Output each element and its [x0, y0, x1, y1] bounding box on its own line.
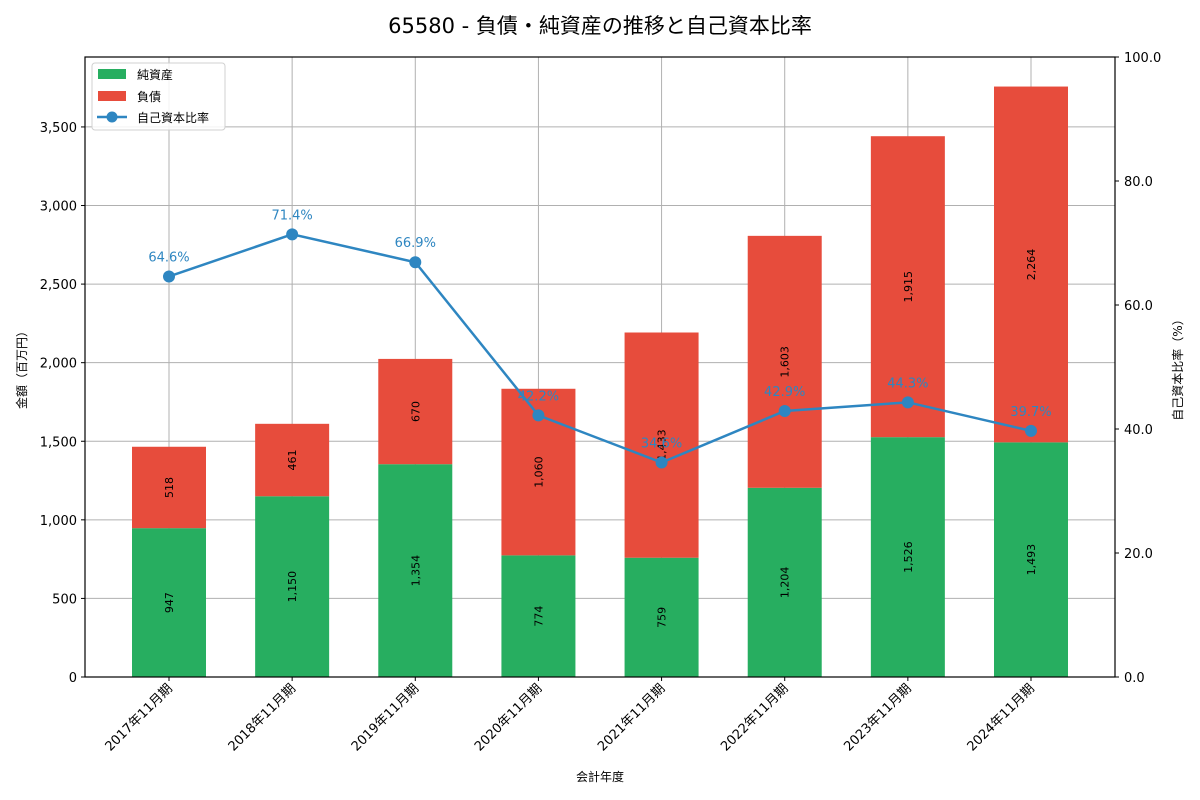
bar-value-label: 759: [656, 607, 669, 628]
equity-ratio-label: 39.7%: [1010, 405, 1051, 420]
x-tick-label: 2019年11月期: [349, 681, 422, 754]
y2-tick-label: 0.0: [1124, 671, 1145, 686]
y-tick-label: 3,000: [40, 200, 77, 215]
bar-series: [132, 86, 1068, 677]
bar-value-label: 1,354: [409, 555, 422, 587]
bar-value-label: 2,264: [1025, 249, 1038, 281]
x-tick-label: 2022年11月期: [718, 681, 791, 754]
equity-ratio-marker: [901, 396, 914, 409]
equity-ratio-marker: [655, 456, 668, 469]
bar-value-label: 1,060: [532, 456, 545, 488]
bar-value-label: 1,204: [779, 567, 792, 599]
bar-value-label: 461: [286, 450, 299, 471]
x-tick-label: 2018年11月期: [226, 681, 299, 754]
equity-ratio-label: 42.9%: [764, 385, 805, 400]
bar-value-label: 1,433: [656, 429, 669, 461]
bar-liabilities: [994, 86, 1068, 443]
bar-net-assets: [994, 442, 1068, 677]
bar-liabilities: [378, 358, 453, 465]
bar-value-label: 670: [409, 401, 422, 422]
y2-tick-label: 100.0: [1124, 51, 1161, 66]
y-tick-label: 2,000: [40, 357, 77, 372]
bar-net-assets: [624, 557, 699, 677]
y-tick-label: 1,500: [40, 435, 77, 450]
right-y-axis: 0.0 20.0 40.0 60.0 80.0 100.0: [1115, 51, 1161, 686]
legend-marker-icon: [106, 111, 118, 123]
bar-net-assets: [132, 528, 206, 677]
bar-liabilities: [870, 136, 945, 438]
equity-ratio-label: 42.2%: [518, 389, 559, 404]
y2-tick-label: 20.0: [1124, 547, 1153, 562]
y-tick-label: 2,500: [40, 278, 77, 293]
equity-ratio-marker: [409, 256, 422, 269]
bar-net-assets: [378, 464, 453, 677]
chart-title: 65580 - 負債・純資産の推移と自己資本比率: [388, 14, 812, 38]
bar-value-label: 1,603: [779, 346, 792, 378]
bar-liabilities: [747, 235, 822, 488]
bar-value-label: 1,493: [1025, 544, 1038, 576]
x-tick-label: 2024年11月期: [965, 681, 1038, 754]
x-tick-label: 2023年11月期: [841, 681, 914, 754]
y2-tick-label: 40.0: [1124, 423, 1153, 438]
bar-value-label: 774: [532, 606, 545, 627]
legend-box: [91, 62, 226, 131]
y2-axis-label: 自己資本比率（%）: [1170, 313, 1185, 420]
bar-value-label: 1,915: [902, 271, 915, 303]
equity-ratio-marker: [286, 228, 299, 241]
legend-label: 自己資本比率: [137, 110, 209, 125]
x-axis-label: 会計年度: [576, 769, 624, 784]
bar-net-assets: [747, 487, 822, 677]
legend-swatch-liabilities: [98, 91, 126, 101]
legend-swatch-net-assets: [98, 69, 126, 79]
y-tick-label: 0: [69, 671, 77, 686]
bar-liabilities: [624, 332, 699, 558]
bar-net-assets: [870, 437, 945, 677]
bar-value-label: 1,150: [286, 571, 299, 603]
equity-ratio-marker: [778, 405, 791, 418]
plot-frame: [84, 56, 1116, 678]
equity-ratio-label: 34.6%: [641, 436, 682, 451]
bar-value-labels: 947 518 1,150 461 1,354 670 774 1,060 759 1,433 1,…: [163, 249, 1038, 628]
y2-tick-label: 80.0: [1124, 175, 1153, 190]
equity-ratio-line: [168, 233, 1032, 464]
x-axis: 2017年11月期 2018年11月期 2019年11月期 2020年11月期 2021…: [103, 677, 1038, 755]
bar-net-assets: [501, 555, 576, 677]
bar-value-label: 518: [163, 477, 176, 498]
grid-lines: [85, 57, 1115, 678]
equity-ratio-label: 66.9%: [395, 236, 436, 251]
y2-tick-label: 60.0: [1124, 299, 1153, 314]
equity-ratio-label: 71.4%: [271, 208, 312, 223]
y-axis-label: 金額（百万円）: [14, 325, 29, 409]
x-tick-label: 2020年11月期: [472, 681, 545, 754]
legend-label: 負債: [137, 89, 161, 104]
line-series: 64.6% 71.4% 66.9% 42.2% 34.6% 42.9% 44.3% 39.7%: [148, 208, 1052, 469]
left-y-axis: 0 500 1,000 1,500 2,000 2,500 3,000 3,500: [40, 121, 85, 686]
legend-label: 純資産: [137, 67, 173, 82]
bar-net-assets: [255, 496, 330, 677]
equity-ratio-label: 64.6%: [148, 250, 189, 265]
x-tick-label: 2017年11月期: [103, 681, 176, 754]
y-tick-label: 1,000: [40, 514, 77, 529]
bar-liabilities: [255, 423, 330, 497]
bar-liabilities: [132, 446, 206, 529]
bar-value-label: 947: [163, 592, 176, 613]
y-tick-label: 3,500: [40, 121, 77, 136]
bar-value-label: 1,526: [902, 541, 915, 573]
x-tick-label: 2021年11月期: [595, 681, 668, 754]
equity-ratio-marker: [1025, 424, 1037, 437]
equity-ratio-marker: [532, 409, 545, 422]
y-tick-label: 500: [52, 592, 77, 607]
equity-ratio-marker: [163, 270, 175, 283]
equity-ratio-label: 44.3%: [887, 376, 928, 391]
